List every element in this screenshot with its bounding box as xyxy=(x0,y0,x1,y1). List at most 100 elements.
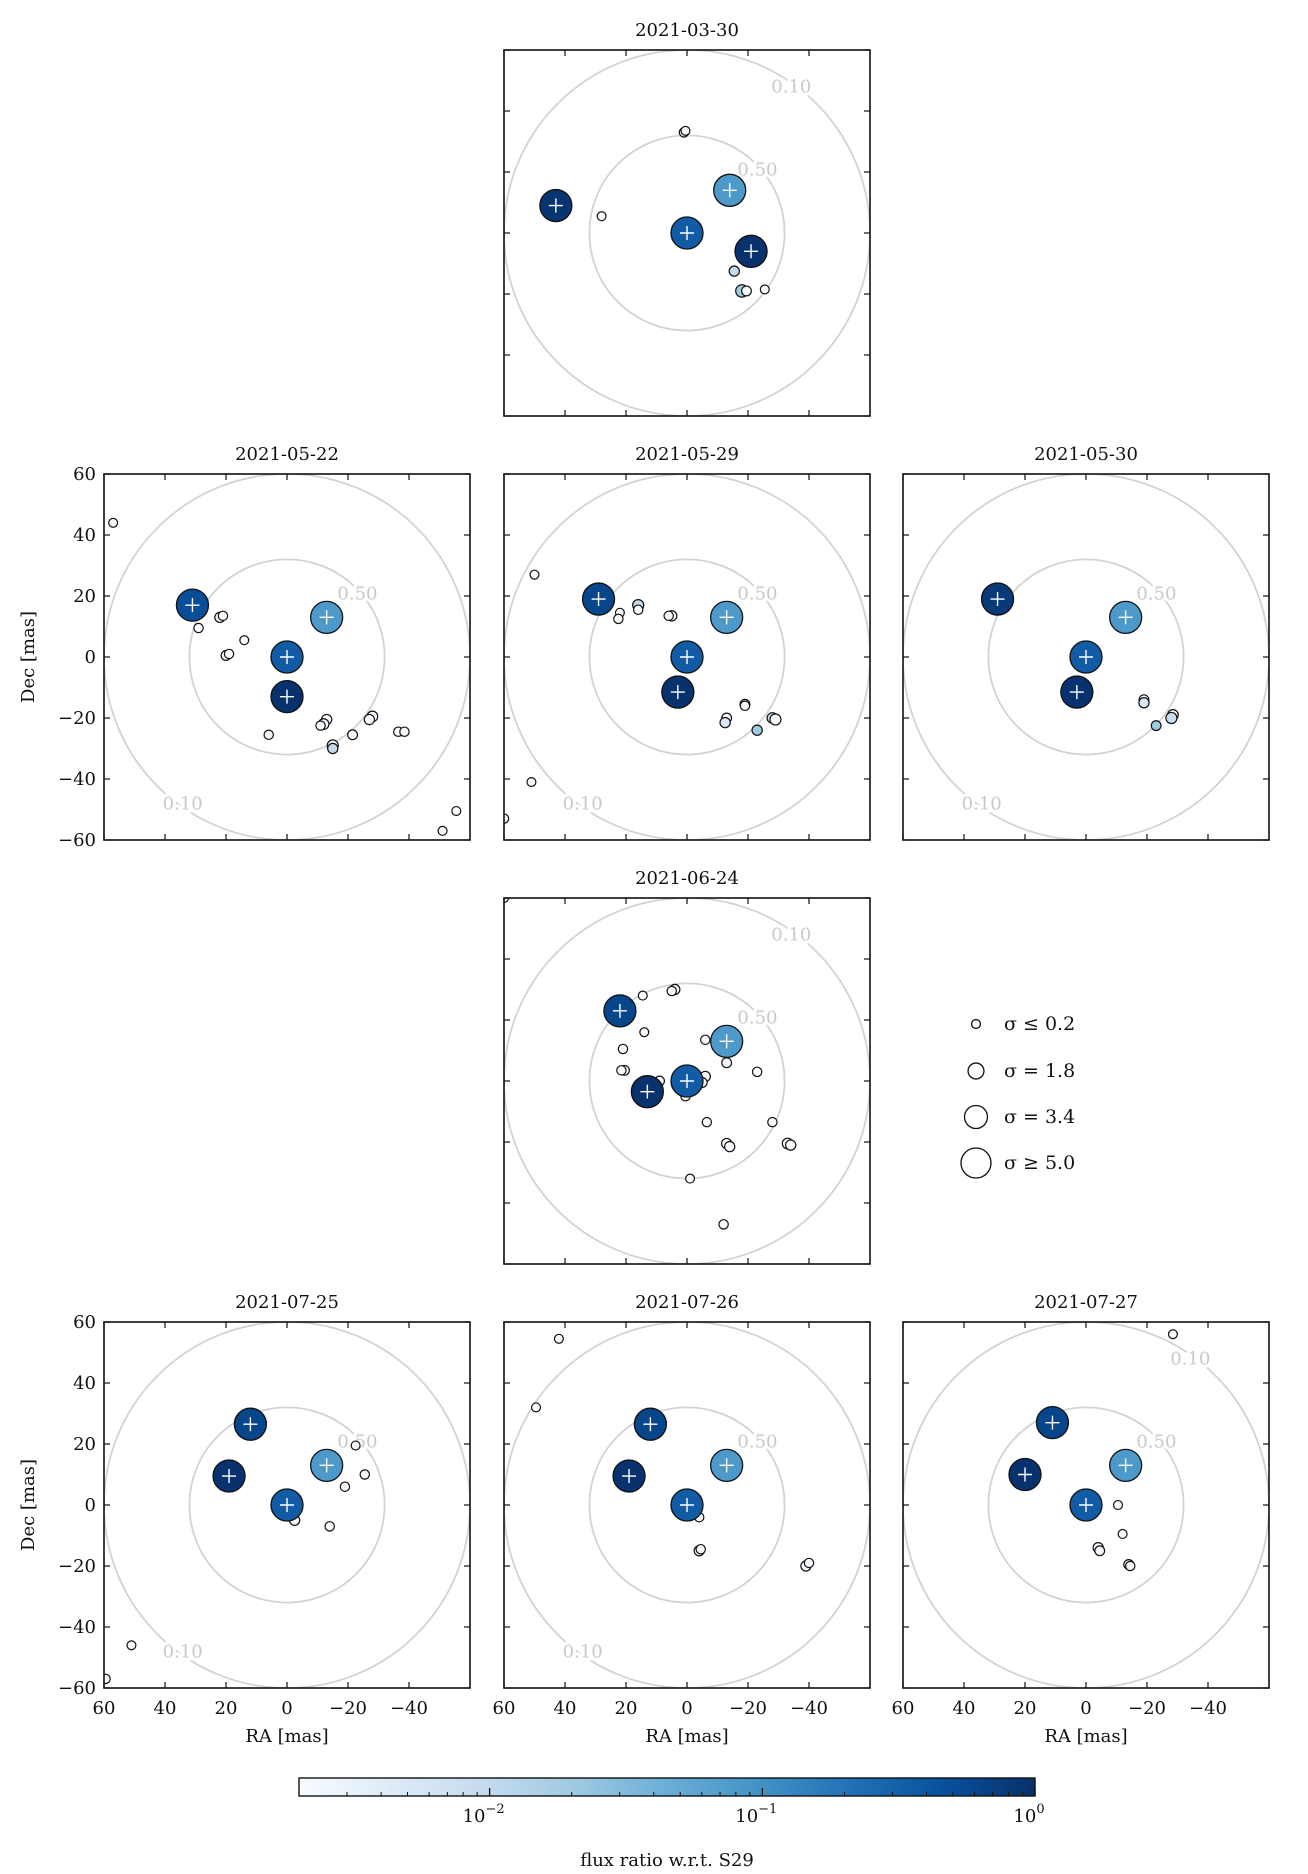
star-cross xyxy=(319,610,334,625)
source-marker xyxy=(526,777,537,788)
x-tick-label: 20 xyxy=(215,1698,238,1719)
contour-label-050: 0.50 xyxy=(1136,584,1176,605)
source-marker xyxy=(637,990,648,1001)
colorbar: 10−2 10−1 100 flux ratio w.r.t. S29 xyxy=(298,1777,1045,1871)
source-marker xyxy=(685,1173,696,1184)
y-tick-label: 20 xyxy=(73,586,96,607)
star-cross xyxy=(643,1417,658,1432)
legend-label: σ = 1.8 xyxy=(1004,1060,1075,1082)
contour-0.50 xyxy=(987,558,1185,756)
source-marker xyxy=(359,1469,371,1480)
panel-title: 2021-07-25 xyxy=(235,1292,339,1313)
y-tick-label: −40 xyxy=(58,1617,96,1638)
y-tick-label: −40 xyxy=(58,769,96,790)
y-tick-label: −60 xyxy=(58,1678,96,1699)
star-cross xyxy=(1045,1415,1060,1430)
source-marker xyxy=(728,265,740,277)
panel-title: 2021-05-22 xyxy=(235,444,339,465)
x-tick-label: 60 xyxy=(892,1698,915,1719)
contour-label-010: 0.10 xyxy=(563,793,603,814)
source-marker xyxy=(680,125,691,136)
source-marker xyxy=(504,813,510,824)
x-tick-label: 40 xyxy=(154,1698,177,1719)
x-tick-label: −40 xyxy=(790,1698,828,1719)
contour-label-010: 0.10 xyxy=(962,793,1002,814)
source-marker xyxy=(530,1402,542,1413)
source-marker xyxy=(769,713,782,726)
source-marker xyxy=(223,648,235,660)
source-marker xyxy=(695,1543,706,1555)
source-marker xyxy=(616,1065,627,1076)
panel-2021-06-24: 2021-06-24 0.50 0.10 xyxy=(503,868,871,1265)
panel-2021-05-30: 2021-05-30 0.50 0.10 xyxy=(902,444,1270,841)
legend-label: σ = 3.4 xyxy=(1004,1106,1075,1128)
source-marker xyxy=(663,610,674,622)
y-tick-label: 40 xyxy=(73,1373,96,1394)
sigma-legend: σ ≤ 0.2 σ = 1.8 σ = 3.4 σ ≥ 5.0 xyxy=(960,1013,1075,1179)
source-marker xyxy=(399,726,410,737)
y-tick-label: −20 xyxy=(58,708,96,729)
panel-2021-07-26: 2021-07-26 0.50 0.10 60 40 20 0 −20 −40 RA [mas] xyxy=(493,1292,871,1747)
source-marker xyxy=(740,285,752,297)
source-marker xyxy=(721,1057,733,1069)
legend-label: σ ≥ 5.0 xyxy=(1004,1152,1075,1174)
source-marker xyxy=(239,635,250,646)
source-marker xyxy=(719,716,731,729)
contour-label-050: 0.50 xyxy=(737,1432,777,1453)
star-cross xyxy=(680,650,694,664)
y-tick-label: 0 xyxy=(85,1495,96,1516)
contour-0.50 xyxy=(188,1406,386,1604)
source-marker xyxy=(104,1673,111,1685)
colorbar-tick-label: 10−2 xyxy=(463,1802,505,1827)
x-tick-label: 60 xyxy=(493,1698,516,1719)
contour-0.50 xyxy=(588,558,786,756)
source-marker xyxy=(315,720,326,731)
source-marker xyxy=(1150,720,1162,732)
source-marker xyxy=(718,1219,729,1230)
source-marker xyxy=(632,604,644,615)
x-tick-label: 0 xyxy=(281,1698,292,1719)
x-tick-label: 40 xyxy=(953,1698,976,1719)
panel-2021-07-27: 2021-07-27 0.50 0.10 60 40 20 0 −20 −40 RA [mas] xyxy=(892,1292,1270,1747)
colorbar-gradient xyxy=(298,1777,1036,1797)
source-marker xyxy=(751,1066,763,1078)
source-marker xyxy=(613,613,624,625)
source-marker xyxy=(324,1521,335,1532)
star-cross xyxy=(222,1469,237,1484)
source-marker xyxy=(108,517,119,528)
legend-marker xyxy=(963,1104,989,1130)
star-cross xyxy=(990,592,1005,607)
source-marker xyxy=(363,713,376,726)
y-tick-label: 60 xyxy=(73,1312,96,1333)
y-tick-label: 40 xyxy=(73,525,96,546)
x-tick-label: −40 xyxy=(390,1698,428,1719)
legend-marker xyxy=(967,1062,985,1080)
source-marker xyxy=(217,610,229,622)
star-cross xyxy=(680,226,694,240)
source-marker xyxy=(739,700,751,712)
contour-0.50 xyxy=(987,1406,1185,1604)
panel-2021-05-29: 2021-05-29 0.50 0.10 xyxy=(503,444,871,841)
source-marker xyxy=(639,1027,650,1038)
contour-label-010: 0.10 xyxy=(1170,1349,1210,1370)
star-cross xyxy=(280,1498,294,1512)
star-cross xyxy=(1079,1498,1093,1512)
legend-marker xyxy=(970,1018,982,1030)
contour-label-010: 0.10 xyxy=(771,925,811,946)
star-cross xyxy=(280,650,294,664)
x-axis-label: RA [mas] xyxy=(1044,1726,1127,1747)
x-tick-label: 0 xyxy=(1080,1698,1091,1719)
contour-label-010: 0.10 xyxy=(771,77,811,98)
colorbar-label: flux ratio w.r.t. S29 xyxy=(580,1850,754,1871)
source-marker xyxy=(759,284,770,295)
contour-0.50 xyxy=(588,1406,786,1604)
contour-label-050: 0.50 xyxy=(1136,1432,1176,1453)
contour-label-050: 0.50 xyxy=(337,584,377,605)
y-axis-label: Dec [mas] xyxy=(18,611,39,703)
source-marker xyxy=(126,1640,137,1651)
star-cross xyxy=(722,183,737,198)
source-marker xyxy=(1167,1329,1178,1340)
panel-title: 2021-05-30 xyxy=(1034,444,1138,465)
contour-label-010: 0.10 xyxy=(163,793,203,814)
panel-title: 2021-06-24 xyxy=(635,868,739,889)
